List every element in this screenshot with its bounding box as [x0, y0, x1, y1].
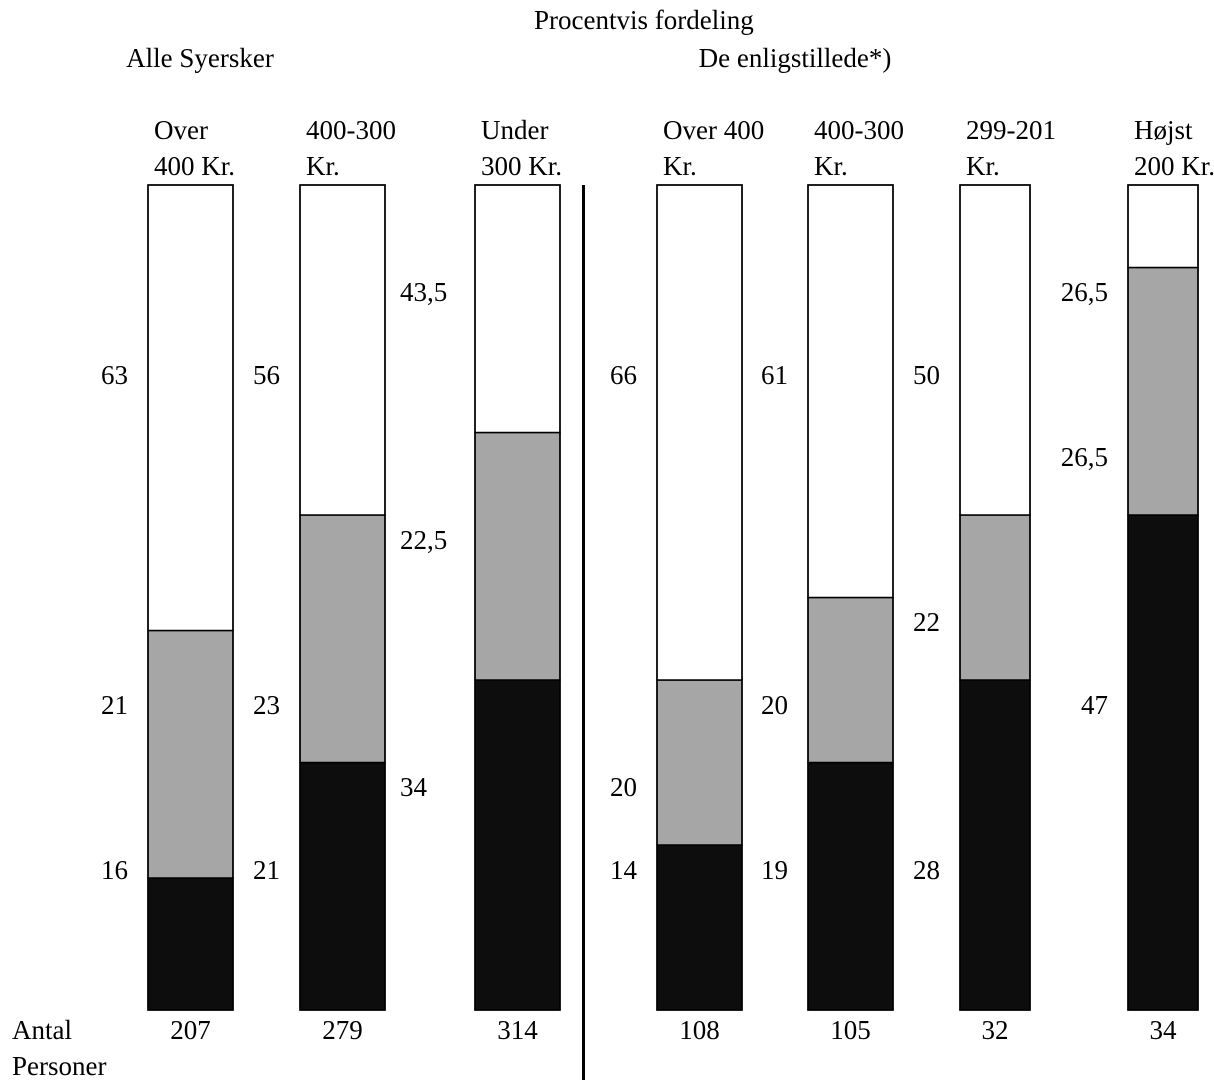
bar-6-outline: [959, 184, 1031, 1011]
bar-7-segment-3: [1127, 184, 1199, 269]
bar-2-segment-1: [299, 761, 386, 1011]
value-label-7: 43,5: [400, 277, 448, 308]
value-label-2: 21: [101, 689, 128, 720]
bar-5-segment-3: [807, 184, 894, 599]
bar-1-segment-2: [147, 629, 234, 879]
bar-6-segment-1: [959, 679, 1031, 1011]
value-label-18: 28: [913, 854, 940, 885]
value-label-9: 34: [400, 772, 427, 803]
value-label-4: 56: [253, 359, 280, 390]
category-label-5-line-1: 400-300: [814, 115, 904, 145]
group-label-alle-syersker: Alle Syersker: [126, 43, 274, 73]
category-label-7-line-2: 200 Kr.: [1134, 151, 1214, 181]
category-label-1-line-1: Over: [154, 115, 208, 145]
category-label-1-line-2: 400 Kr.: [154, 151, 235, 181]
category-label-6-line-1: 299-201: [966, 115, 1056, 145]
category-label-3-line-2: 300 Kr.: [481, 151, 562, 181]
count-label-5: 105: [830, 1015, 871, 1045]
category-label-4-line-1: Over 400: [663, 115, 765, 145]
value-label-15: 19: [761, 854, 788, 885]
bar-7-outline: [1127, 184, 1199, 1011]
value-label-6: 21: [253, 854, 280, 885]
value-label-10: 66: [610, 359, 637, 390]
value-label-14: 20: [761, 689, 788, 720]
category-label-6-line-2: Kr.: [966, 151, 1000, 181]
bar-4-segment-3: [656, 184, 743, 681]
category-label-2-line-1: 400-300: [306, 115, 396, 145]
chart-title: Procentvis fordeling: [534, 5, 754, 35]
bar-5-outline: [807, 184, 894, 1011]
bar-7-segment-1: [1127, 514, 1199, 1011]
bar-7-segment-2: [1127, 266, 1199, 516]
bar-2-segment-3: [299, 184, 386, 516]
value-label-20: 26,5: [1060, 442, 1108, 473]
bar-6-segment-2: [959, 514, 1031, 681]
group-label-enligstillede: De enligstillede*): [698, 43, 892, 73]
bar-3-segment-3: [474, 184, 561, 434]
count-label-1: 207: [170, 1015, 211, 1045]
value-label-17: 22: [913, 607, 940, 638]
value-label-5: 23: [253, 689, 280, 720]
bar-1-outline: [147, 184, 234, 1011]
bar-1-segment-3: [147, 184, 234, 632]
bar-4-outline: [656, 184, 743, 1011]
value-label-11: 20: [610, 772, 637, 803]
bar-3-outline: [474, 184, 561, 1011]
value-label-8: 22,5: [400, 524, 448, 555]
count-row-label-line-1: Antal: [12, 1015, 72, 1045]
value-label-21: 47: [1081, 689, 1108, 720]
bar-5-segment-1: [807, 761, 894, 1011]
count-row-label-line-2: Personer: [12, 1051, 107, 1081]
category-label-4-line-2: Kr.: [663, 151, 697, 181]
value-label-3: 16: [101, 854, 128, 885]
bar-1-segment-1: [147, 877, 234, 1011]
count-label-3: 314: [497, 1015, 538, 1045]
count-label-4: 108: [679, 1015, 720, 1045]
count-label-7: 34: [1149, 1015, 1177, 1045]
bar-2-outline: [299, 184, 386, 1011]
value-label-12: 14: [610, 854, 637, 885]
category-label-5-line-2: Kr.: [814, 151, 848, 181]
category-label-7-line-1: Højst: [1134, 115, 1193, 145]
bar-2-segment-2: [299, 514, 386, 764]
count-label-6: 32: [981, 1015, 1009, 1045]
category-label-3-line-1: Under: [481, 115, 549, 145]
bar-3-segment-1: [474, 679, 561, 1011]
value-label-16: 50: [913, 359, 940, 390]
value-label-13: 61: [761, 359, 788, 390]
value-label-1: 63: [101, 359, 128, 390]
category-label-2-line-2: Kr.: [306, 151, 340, 181]
value-label-19: 26,5: [1060, 277, 1108, 308]
count-label-2: 279: [322, 1015, 363, 1045]
bar-3-segment-2: [474, 431, 561, 681]
